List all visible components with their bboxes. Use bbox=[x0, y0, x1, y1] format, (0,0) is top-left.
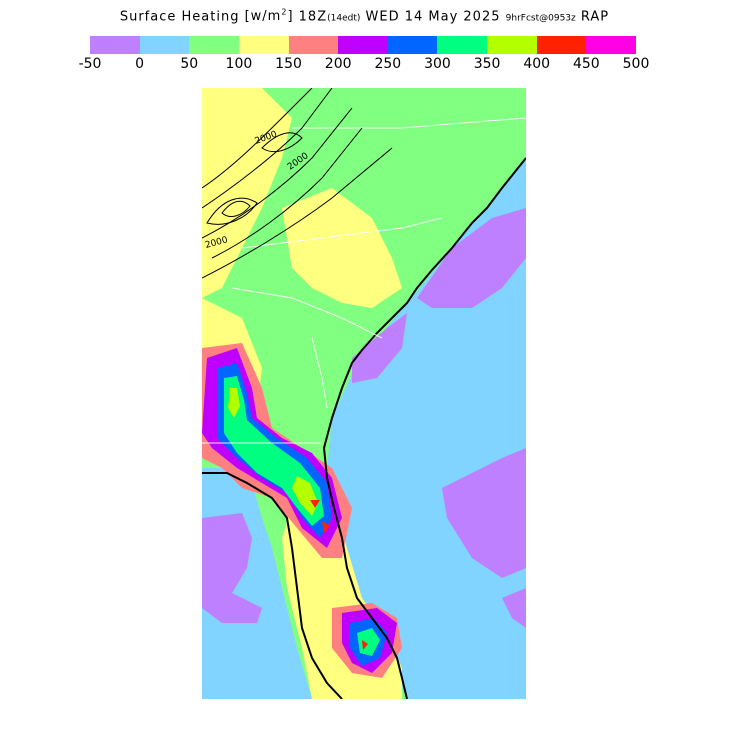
legend-tick-labels: -50 0 50 100 150 200 250 300 350 400 450 500 bbox=[0, 56, 729, 76]
low-zone-offshore-sc bbox=[352, 313, 407, 383]
legend-swatch bbox=[238, 36, 289, 54]
terrain-contours bbox=[202, 88, 393, 279]
warm-zone-north bbox=[202, 88, 292, 298]
legend-tick-label: 350 bbox=[473, 56, 501, 72]
legend-tick-label: 400 bbox=[523, 56, 551, 72]
title-local-time: (14edt) bbox=[327, 13, 361, 24]
legend-swatch bbox=[189, 36, 239, 54]
legend-tick-label: 150 bbox=[275, 56, 302, 72]
title-units: [w/m2] bbox=[244, 8, 294, 25]
legend-tick-label: -50 bbox=[78, 56, 102, 72]
gulf-coastline bbox=[202, 472, 343, 699]
peak4-zone-a bbox=[310, 500, 320, 508]
map-title: Surface Heating [w/m2] 18Z(14edt) WED 14… bbox=[0, 8, 729, 24]
warm-zone-piedmont bbox=[282, 188, 402, 308]
legend-swatch bbox=[338, 36, 388, 54]
peak3-zone-fl bbox=[292, 476, 318, 516]
legend-tick-label: 450 bbox=[572, 56, 600, 72]
title-main: Surface Heating bbox=[119, 9, 240, 25]
legend-swatch bbox=[536, 36, 587, 54]
title-time: 18Z bbox=[298, 9, 328, 25]
legend-tick-label: 50 bbox=[180, 56, 199, 72]
legend-swatch bbox=[387, 36, 438, 54]
legend-swatch bbox=[487, 36, 537, 54]
legend-tick-label: 300 bbox=[424, 56, 451, 72]
low-zone-offshore-nc bbox=[417, 208, 526, 308]
legend-tick-label: 200 bbox=[324, 56, 352, 72]
legend-swatch bbox=[586, 36, 637, 54]
title-date: WED 14 May 2025 bbox=[365, 9, 501, 25]
heating-map: 2000 2000 2000 bbox=[202, 88, 526, 699]
title-model: RAP bbox=[580, 9, 610, 25]
legend-swatch bbox=[437, 36, 488, 54]
legend-swatch bbox=[139, 36, 190, 54]
state-borders bbox=[202, 117, 526, 444]
low-zone-se bbox=[502, 588, 526, 628]
coastline bbox=[322, 157, 526, 699]
peak4-zone-c bbox=[362, 640, 368, 650]
legend-tick-label: 500 bbox=[622, 56, 650, 72]
low-zone-offshore-east bbox=[442, 448, 526, 578]
legend-tick-label: 250 bbox=[374, 56, 402, 72]
legend-swatch bbox=[90, 36, 140, 54]
legend-tick-label: 100 bbox=[225, 56, 253, 72]
peak4-zone-b bbox=[322, 521, 330, 533]
legend-tick-label: 0 bbox=[135, 56, 145, 72]
peak3-zone-panhandle bbox=[228, 388, 240, 418]
low-zone-gulf bbox=[202, 513, 262, 623]
color-legend bbox=[90, 36, 637, 54]
legend-swatch bbox=[288, 36, 339, 54]
peak2-zone-sfl bbox=[357, 628, 380, 656]
title-forecast: 9hrFcst@0953z bbox=[505, 13, 576, 24]
